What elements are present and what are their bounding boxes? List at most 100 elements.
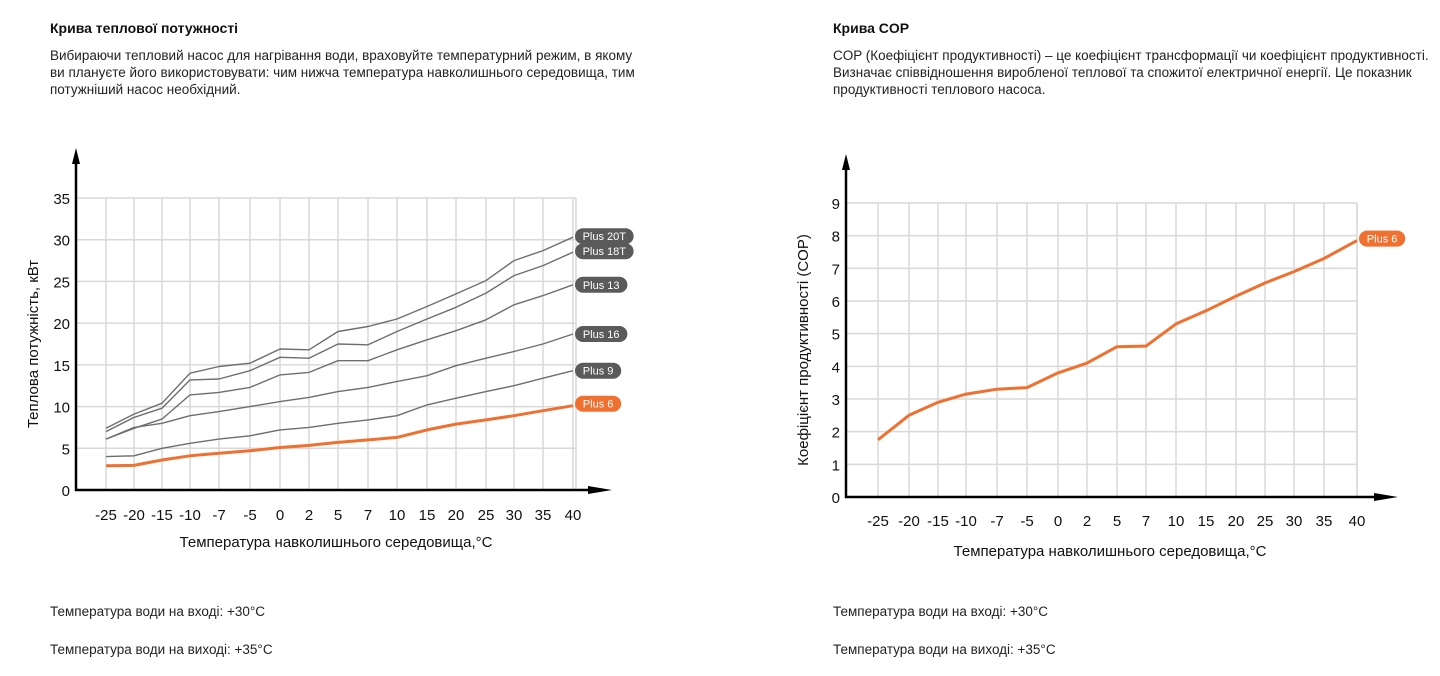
x-tick-label: 25: [1257, 513, 1274, 530]
x-tick-label: 20: [1228, 513, 1245, 530]
heat-output-description: Вибираючи тепловий насос для нагрівання …: [50, 48, 635, 97]
y-tick-label: 7: [832, 261, 840, 278]
x-tick-label: -10: [179, 507, 201, 524]
x-tick-label: 40: [565, 507, 582, 524]
legend-badge: Plus 13: [575, 276, 628, 293]
y-tick-label: 35: [53, 191, 70, 208]
water-outlet-note: Температура води на виході: +35°C: [833, 642, 1056, 657]
y-tick-label: 8: [832, 229, 840, 246]
x-tick-label: -15: [927, 513, 949, 530]
series-line-plus-13: [105, 284, 574, 440]
y-tick-label: 5: [832, 327, 840, 344]
legend-badge-background: [1359, 230, 1406, 247]
y-axis-title: Теплова потужність, кВт: [25, 260, 42, 428]
y-tick-label: 25: [53, 274, 70, 291]
series-line-plus-9: [105, 370, 574, 458]
x-tick-label: -7: [212, 507, 225, 524]
legend-badge-background: [575, 325, 628, 342]
y-tick-label: 9: [832, 196, 840, 213]
y-tick-label: 3: [832, 392, 840, 409]
y-tick-label: 15: [53, 358, 70, 375]
x-tick-label: 2: [305, 507, 313, 524]
x-tick-label: 5: [334, 507, 342, 524]
legend-badge: Plus 9: [575, 362, 622, 379]
x-axis-arrow-icon: [588, 486, 612, 494]
x-tick-label: -7: [990, 513, 1003, 530]
cop-description: COP (Коефіцієнт продуктивності) – це кое…: [833, 48, 1429, 97]
x-tick-label: -15: [151, 507, 173, 524]
x-axis-title: Температура навколишнього середовища,°C: [954, 543, 1267, 560]
water-inlet-note: Температура води на вході: +30°C: [833, 604, 1049, 619]
series-line-plus-20t: [105, 236, 574, 429]
legend-badge-background: [575, 395, 622, 412]
series-line-plus-6: [877, 239, 1358, 441]
x-tick-label: 40: [1349, 513, 1366, 530]
x-tick-label: -10: [955, 513, 977, 530]
legend-badge-background: [575, 362, 622, 379]
x-tick-label: 10: [389, 507, 406, 524]
x-tick-label: 35: [1316, 513, 1333, 530]
series-line-plus-6: [105, 404, 574, 468]
legend-badge-label: Plus 6: [1367, 234, 1398, 246]
y-tick-label: 0: [62, 483, 70, 500]
x-tick-label: 7: [364, 507, 372, 524]
y-tick-label: 5: [62, 441, 70, 458]
x-tick-label: -25: [867, 513, 889, 530]
x-axis-title: Температура навколишнього середовища,°C: [180, 534, 493, 551]
x-tick-label: 20: [448, 507, 465, 524]
y-tick-label: 1: [832, 457, 840, 474]
y-tick-label: 4: [832, 359, 840, 376]
y-tick-label: 2: [832, 425, 840, 442]
legend-badge: Plus 6: [1359, 230, 1406, 247]
y-tick-label: 0: [832, 490, 840, 507]
x-tick-label: 15: [1198, 513, 1215, 530]
water-inlet-note: Температура води на вході: +30°C: [50, 604, 266, 619]
legend-badge-label: Plus 20T: [583, 231, 627, 243]
x-tick-label: 0: [276, 507, 284, 524]
legend-badge-label: Plus 18T: [583, 246, 627, 258]
y-tick-label: 10: [53, 400, 70, 417]
y-axis-arrow-icon: [842, 154, 850, 170]
y-tick-label: 6: [832, 294, 840, 311]
legend-badge: Plus 16: [575, 325, 628, 342]
legend-badge-label: Plus 13: [583, 280, 620, 292]
x-tick-label: -25: [95, 507, 117, 524]
y-axis-arrow-icon: [72, 148, 80, 164]
legend-badge-background: [575, 276, 628, 293]
x-tick-label: -20: [123, 507, 145, 524]
legend-badge-label: Plus 16: [583, 329, 620, 341]
legend-badge: Plus 18T: [575, 243, 634, 260]
x-tick-label: 35: [535, 507, 552, 524]
legend-badge: Plus 6: [575, 395, 622, 412]
x-tick-label: -5: [1020, 513, 1033, 530]
series-line-plus-16: [105, 333, 574, 440]
legend-badge-label: Plus 9: [583, 366, 614, 378]
x-tick-label: 7: [1142, 513, 1150, 530]
x-tick-label: 10: [1168, 513, 1185, 530]
x-tick-label: 25: [478, 507, 495, 524]
x-tick-label: 2: [1083, 513, 1091, 530]
x-tick-label: 0: [1054, 513, 1062, 530]
x-tick-label: 30: [506, 507, 523, 524]
y-axis-title: Коефіцієнт продуктивності (COP): [795, 234, 812, 466]
y-tick-label: 20: [53, 316, 70, 333]
y-tick-label: 30: [53, 233, 70, 250]
x-tick-label: 30: [1286, 513, 1303, 530]
x-tick-label: -5: [243, 507, 256, 524]
heat-output-title: Крива теплової потужності: [50, 20, 239, 36]
legend-badge-background: [575, 228, 634, 245]
x-tick-label: 5: [1113, 513, 1121, 530]
x-axis-arrow-icon: [1374, 493, 1398, 501]
series-line-plus-18t: [105, 251, 574, 433]
x-tick-label: -20: [898, 513, 920, 530]
x-tick-label: 15: [419, 507, 436, 524]
water-outlet-note: Температура води на виході: +35°C: [50, 642, 273, 657]
legend-badge: Plus 20T: [575, 228, 634, 245]
cop-title: Крива COP: [833, 20, 910, 36]
legend-badge-label: Plus 6: [583, 399, 614, 411]
legend-badge-background: [575, 243, 634, 260]
